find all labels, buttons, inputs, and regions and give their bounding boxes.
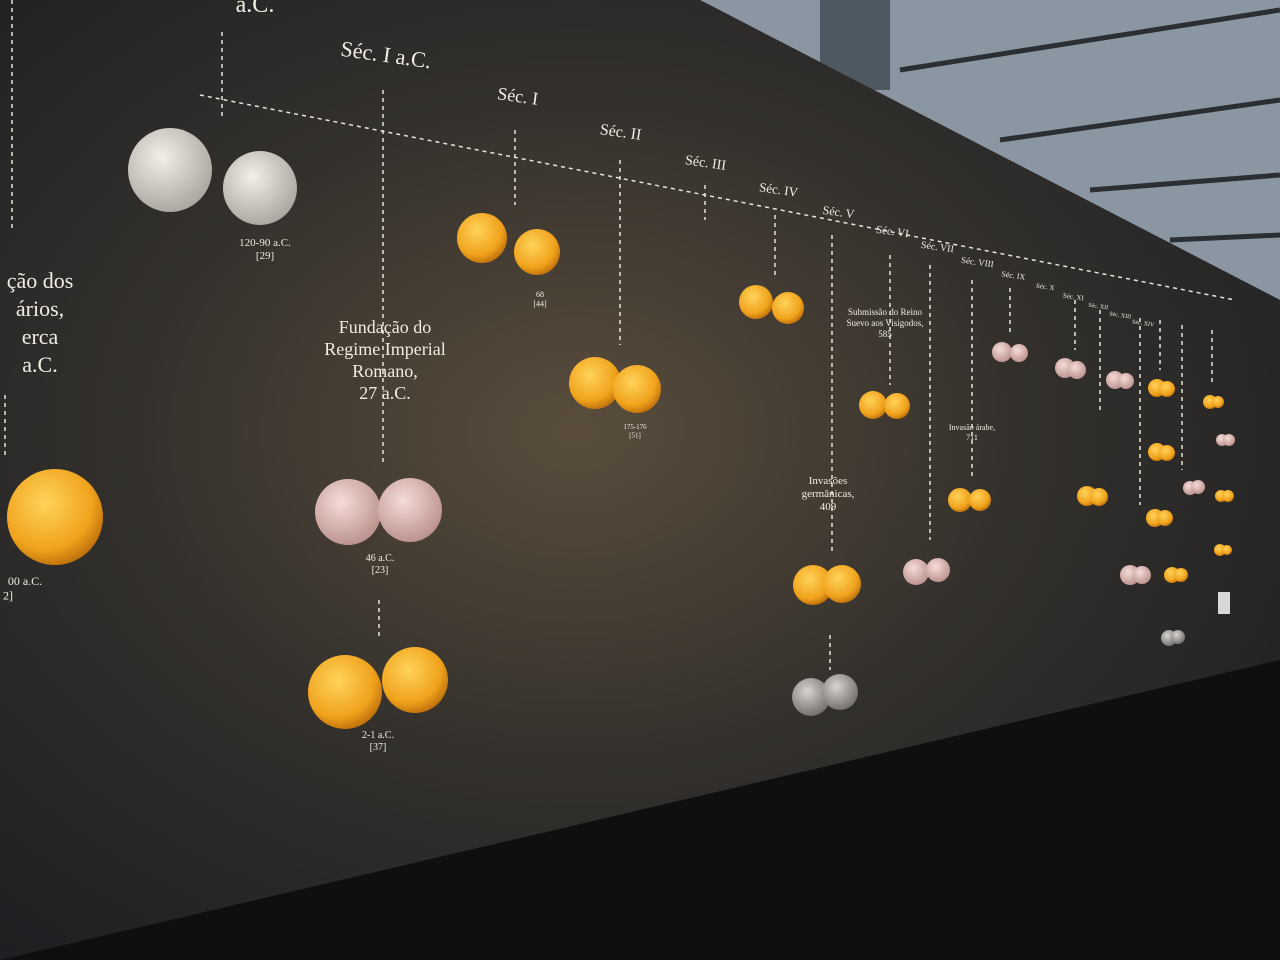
annotation-line: ários, bbox=[16, 296, 64, 321]
annotation-line: Invasão árabe, bbox=[949, 423, 995, 432]
annotation: Submissão do Reino Suevo aos Visigodos, 58… bbox=[846, 307, 923, 339]
annotation-line: Fundação do bbox=[339, 317, 431, 337]
coins bbox=[7, 128, 1235, 729]
annotation-line: germânicas, bbox=[802, 488, 855, 500]
coin-ref: [44] bbox=[533, 300, 547, 309]
annotation: Fundação do Regime Imperial Romano, 27 a.C. bbox=[324, 317, 445, 403]
annotation-line: Regime Imperial bbox=[324, 339, 445, 359]
coin-date: 175-176 bbox=[623, 423, 647, 431]
annotation-line: Invasões bbox=[809, 475, 848, 487]
annotation-line: a.C. bbox=[22, 352, 57, 377]
annotation: Invasões germânicas, 409 bbox=[802, 475, 855, 513]
annotation-line: Submissão do Reino bbox=[848, 307, 923, 317]
century-label: a.C. bbox=[236, 0, 275, 18]
coin-ref: 2] bbox=[3, 588, 13, 602]
century-label: Séc. XI bbox=[1062, 292, 1085, 303]
annotation-line: 27 a.C. bbox=[359, 383, 411, 403]
century-label: Séc. II bbox=[599, 121, 643, 144]
century-label: Séc. XIII bbox=[1109, 312, 1132, 321]
annotation-line: 585 bbox=[878, 329, 892, 339]
coin-date: 46 a.C. bbox=[366, 553, 395, 564]
annotation: ção dos ários, erca a.C. bbox=[7, 268, 74, 377]
annotation-line: erca bbox=[22, 324, 59, 349]
coin-date: 00 a.C. bbox=[8, 574, 42, 588]
annotation-line: Suevo aos Visigodos, bbox=[846, 318, 923, 328]
annotation-line: ção dos bbox=[7, 268, 74, 293]
coin-date: 2-1 a.C. bbox=[362, 730, 394, 741]
timeline bbox=[4, 0, 1236, 670]
coin-ref: [37] bbox=[370, 742, 387, 753]
coin-ref: [23] bbox=[372, 565, 389, 576]
century-label: Séc. VIII bbox=[960, 255, 994, 269]
annotation-line: Romano, bbox=[352, 361, 418, 381]
annotation: Invasão árabe, 711 bbox=[949, 423, 995, 442]
century-label: Séc. X bbox=[1035, 282, 1055, 293]
century-label: Séc. VI bbox=[875, 224, 909, 240]
coin-date: 120-90 a.C. bbox=[239, 237, 291, 249]
coin-date: 68 bbox=[536, 290, 544, 299]
annotation-line: 409 bbox=[820, 501, 837, 513]
century-label: Séc. III bbox=[684, 153, 727, 174]
century-label: Séc. XIV bbox=[1132, 319, 1156, 328]
floor bbox=[0, 660, 1280, 960]
century-label: Séc. IX bbox=[1001, 269, 1026, 281]
century-label: Séc. IV bbox=[758, 179, 799, 199]
century-label: Séc. V bbox=[822, 203, 856, 221]
ceiling-beams bbox=[899, 7, 1280, 243]
coin-ref: [29] bbox=[256, 250, 274, 262]
annotation-line: 711 bbox=[966, 433, 978, 442]
century-label: Séc. XII bbox=[1088, 303, 1109, 312]
coin-ref: [51] bbox=[629, 431, 641, 439]
century-label: Séc. VII bbox=[920, 240, 954, 256]
